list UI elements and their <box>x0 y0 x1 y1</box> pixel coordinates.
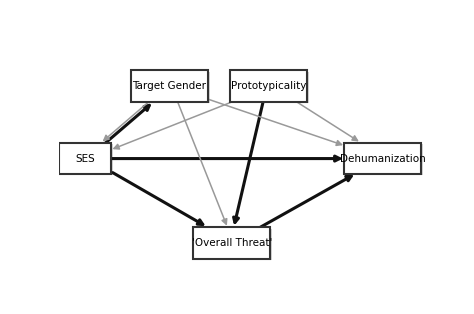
Text: Prototypicality: Prototypicality <box>231 81 306 91</box>
FancyBboxPatch shape <box>61 144 112 176</box>
Text: 'Overall Threat': 'Overall Threat' <box>191 238 272 248</box>
FancyBboxPatch shape <box>195 229 272 260</box>
FancyBboxPatch shape <box>133 72 210 103</box>
FancyBboxPatch shape <box>59 143 110 174</box>
FancyBboxPatch shape <box>346 144 423 176</box>
Text: SES: SES <box>75 154 95 164</box>
FancyBboxPatch shape <box>193 227 271 259</box>
FancyBboxPatch shape <box>230 70 307 102</box>
Text: Target Gender: Target Gender <box>132 81 207 91</box>
FancyBboxPatch shape <box>131 70 208 102</box>
Text: Dehumanization: Dehumanization <box>340 154 425 164</box>
FancyBboxPatch shape <box>232 72 309 103</box>
FancyBboxPatch shape <box>344 143 421 174</box>
